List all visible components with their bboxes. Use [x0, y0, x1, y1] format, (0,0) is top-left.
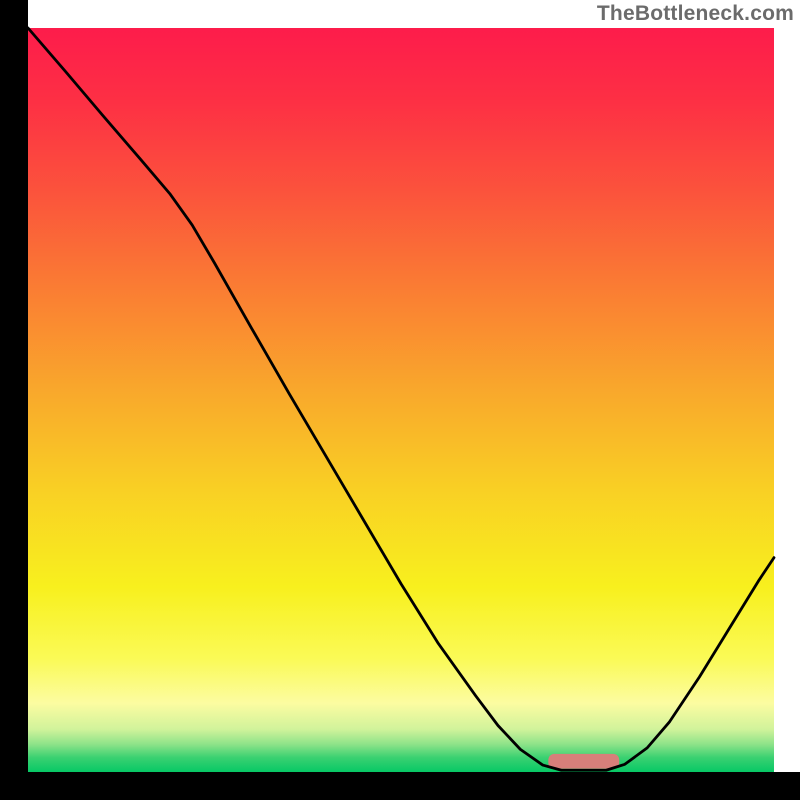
- optimal-zone-marker: [548, 754, 619, 769]
- bottleneck-chart: [0, 0, 800, 800]
- x-axis-border: [0, 772, 800, 800]
- plot-background: [28, 28, 774, 774]
- y-axis-border: [0, 0, 28, 800]
